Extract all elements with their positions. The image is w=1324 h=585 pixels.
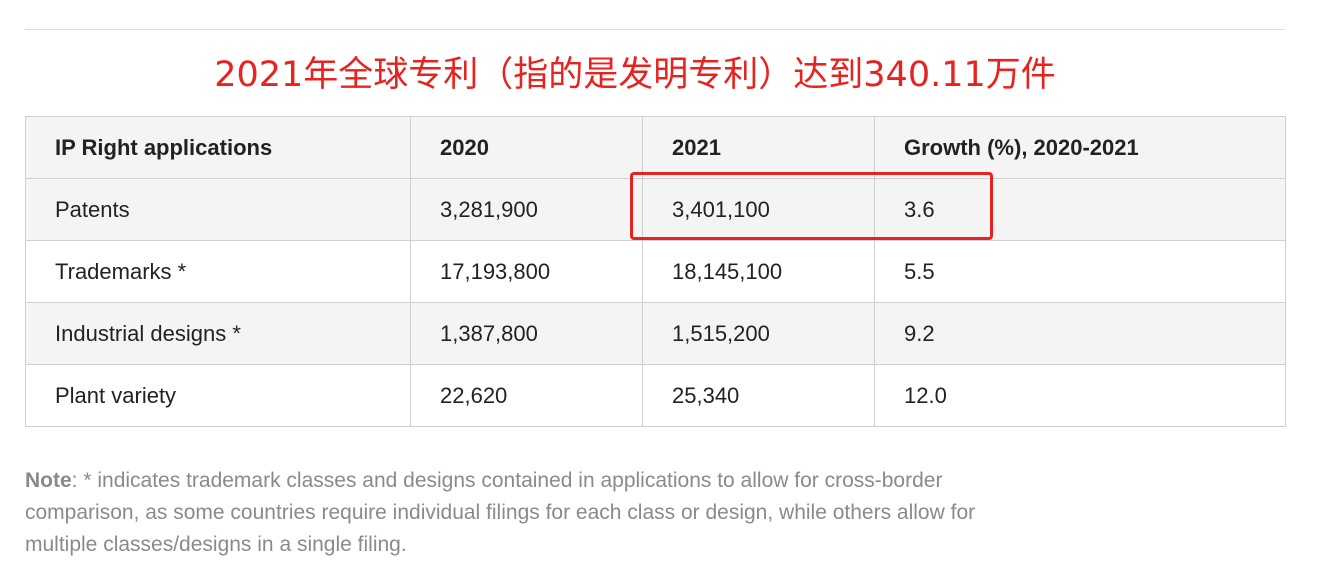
column-header: 2020 [410,116,643,179]
ip-applications-table: IP Right applications 2020 2021 Growth (… [25,116,1286,427]
table-header-row: IP Right applications 2020 2021 Growth (… [25,116,1286,179]
table-cell: 12.0 [874,364,1286,427]
table-row: Industrial designs * 1,387,800 1,515,200… [25,302,1286,365]
table-cell: 3.6 [874,178,1286,241]
column-header: Growth (%), 2020-2021 [874,116,1286,179]
table-row: Patents 3,281,900 3,401,100 3.6 [25,178,1286,241]
top-divider [25,29,1285,30]
table-cell: 5.5 [874,240,1286,303]
table-cell: 18,145,100 [642,240,875,303]
table-cell: 9.2 [874,302,1286,365]
table-row: Trademarks * 17,193,800 18,145,100 5.5 [25,240,1286,303]
table-cell: Plant variety [25,364,411,427]
table-note: Note: * indicates trademark classes and … [25,465,1035,561]
table-cell: 3,401,100 [642,178,875,241]
note-text: : * indicates trademark classes and desi… [25,469,976,556]
table-cell: 17,193,800 [410,240,643,303]
table-cell: 1,387,800 [410,302,643,365]
table-cell: 25,340 [642,364,875,427]
column-header: 2021 [642,116,875,179]
table-cell: 3,281,900 [410,178,643,241]
table-cell: 1,515,200 [642,302,875,365]
table-cell: Trademarks * [25,240,411,303]
column-header: IP Right applications [25,116,411,179]
table-cell: Patents [25,178,411,241]
annotation-title: 2021年全球专利（指的是发明专利）达到340.11万件 [214,55,1056,95]
table-cell: 22,620 [410,364,643,427]
note-label: Note [25,469,72,492]
table-row: Plant variety 22,620 25,340 12.0 [25,364,1286,427]
table-cell: Industrial designs * [25,302,411,365]
